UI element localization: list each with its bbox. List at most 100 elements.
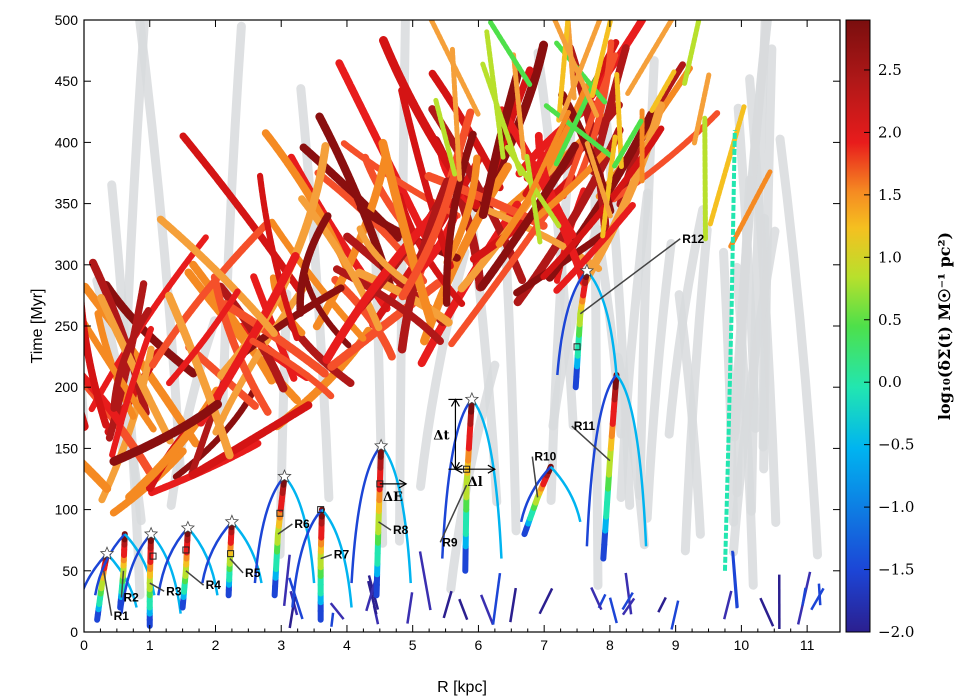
collapse-star-marker xyxy=(374,438,389,453)
background-track xyxy=(728,169,773,249)
background-track xyxy=(109,325,155,459)
colorbar xyxy=(845,19,871,633)
collapse-star-marker xyxy=(143,526,159,541)
region-leader-line xyxy=(439,484,468,543)
background-halo-track xyxy=(296,84,334,503)
region-branch-track xyxy=(123,533,156,596)
collapse-star-marker xyxy=(464,391,480,406)
region-branch-track xyxy=(350,445,383,584)
background-track xyxy=(552,20,600,118)
background-track xyxy=(479,594,495,626)
y-tick-label: 500 xyxy=(55,12,79,28)
region-branch-track xyxy=(120,533,152,614)
region-branch-track xyxy=(549,465,582,523)
y-tick-label: 150 xyxy=(55,440,79,456)
background-track xyxy=(322,202,445,364)
background-track xyxy=(553,75,599,167)
background-track xyxy=(558,20,603,122)
arrowhead xyxy=(450,398,460,407)
background-track xyxy=(477,141,579,291)
region-branch-track xyxy=(519,465,552,523)
start-square-marker xyxy=(276,509,284,517)
annotations: Δt Δl ΔE xyxy=(379,398,497,505)
y-axis-label: Time [Myr] xyxy=(29,289,46,364)
background-track xyxy=(443,154,481,266)
region-label: R8 xyxy=(393,523,409,537)
background-track xyxy=(378,138,435,325)
background-halo-track xyxy=(732,175,755,498)
background-track xyxy=(612,117,645,169)
background-track xyxy=(497,106,588,286)
background-track xyxy=(164,291,234,460)
region-branch-track xyxy=(253,475,286,584)
background-track xyxy=(511,52,527,161)
background-track xyxy=(657,596,667,613)
region-tracks xyxy=(84,130,737,629)
x-tick-label: 1 xyxy=(146,637,154,653)
background-track xyxy=(759,597,775,627)
y-tick-label: 400 xyxy=(55,134,79,150)
background-track xyxy=(367,575,380,610)
background-track xyxy=(480,61,524,177)
y-tick-label: 200 xyxy=(55,379,79,395)
colorbar-tick-label: 2.0 xyxy=(878,123,902,141)
arrowhead xyxy=(398,479,408,489)
delta-e-label: ΔE xyxy=(383,490,403,505)
arrowhead xyxy=(487,464,497,474)
background-track xyxy=(256,172,300,342)
background-track xyxy=(109,399,223,466)
background-track xyxy=(682,20,702,86)
background-halo-track xyxy=(218,21,246,422)
x-axis-label: R [kpc] xyxy=(437,679,487,696)
y-tick-label: 0 xyxy=(70,624,78,640)
background-track xyxy=(406,592,414,624)
background-halo-track xyxy=(775,134,822,560)
collapse-star-marker xyxy=(224,514,240,528)
arrowhead xyxy=(454,464,463,474)
background-halo-track xyxy=(416,247,470,491)
background-track xyxy=(649,69,677,113)
background-track xyxy=(524,153,543,245)
region-label: R4 xyxy=(206,578,222,592)
start-square-marker xyxy=(182,546,190,554)
x-tick-label: 6 xyxy=(475,637,483,653)
background-track xyxy=(84,410,89,431)
region-label: R3 xyxy=(166,584,182,598)
background-track xyxy=(84,372,125,427)
colorbar-tick-label: −2.0 xyxy=(878,623,914,641)
background-track xyxy=(491,572,502,625)
x-tick-label: 2 xyxy=(212,637,220,653)
background-track xyxy=(288,577,304,620)
background-track xyxy=(707,104,747,227)
region-branch-track xyxy=(283,475,316,584)
background-track xyxy=(556,20,571,123)
background-track xyxy=(575,38,615,183)
start-square-marker xyxy=(149,552,157,560)
y-axis-ticks: 0 50 100 150 200 250 300 350 400 450 500 xyxy=(55,12,840,640)
background-track xyxy=(543,103,614,159)
background-halo-track xyxy=(664,205,708,439)
region-label: R11 xyxy=(574,419,596,433)
region-branch-track xyxy=(93,533,126,596)
background-track xyxy=(538,587,554,615)
background-track xyxy=(84,459,112,493)
background-track xyxy=(509,587,518,623)
background-track xyxy=(553,201,636,294)
colorbar-tick-label: 0.0 xyxy=(878,373,902,391)
region-leader-line xyxy=(277,523,293,535)
region-markers: R1 R2 R3 R4 R5 R6 R7 R8 R9 R10 R11 R12 xyxy=(99,232,705,623)
background-track xyxy=(155,214,278,338)
region-branch-track xyxy=(201,520,233,584)
background-track xyxy=(722,590,733,620)
colorbar-label: log₁₀(δΣ(t) M☉⁻¹ pc²) xyxy=(935,232,954,420)
background-track xyxy=(458,598,469,621)
background-track xyxy=(282,554,291,607)
background-track xyxy=(269,273,306,337)
region-leader-line xyxy=(571,425,611,462)
x-tick-label: 8 xyxy=(606,637,614,653)
y-tick-label: 350 xyxy=(55,196,79,212)
background-track xyxy=(590,586,603,611)
x-tick-label: 3 xyxy=(277,637,285,653)
background-track xyxy=(495,82,591,248)
